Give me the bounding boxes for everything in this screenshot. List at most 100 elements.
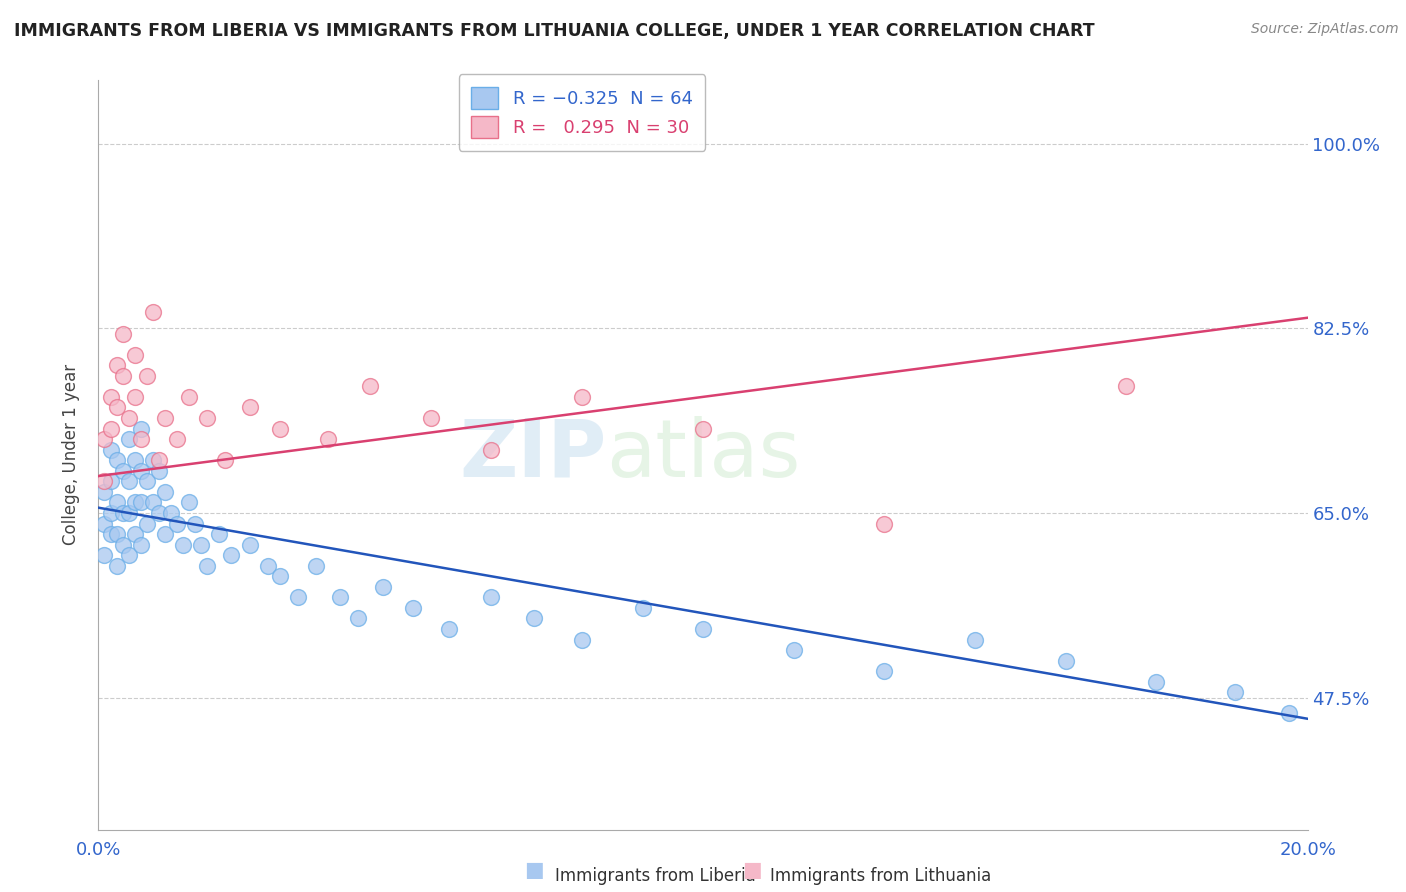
Point xyxy=(179,495,201,509)
Point xyxy=(118,432,141,446)
Point xyxy=(135,368,157,383)
Text: ■: ■ xyxy=(524,860,544,880)
Point xyxy=(481,591,503,605)
Point xyxy=(105,495,128,509)
Point xyxy=(783,643,806,657)
Point xyxy=(172,538,194,552)
Point xyxy=(195,558,218,573)
Point xyxy=(105,453,128,467)
Point xyxy=(118,411,141,425)
Point xyxy=(287,591,309,605)
Point xyxy=(148,453,170,467)
Point xyxy=(195,411,218,425)
Point xyxy=(347,611,370,625)
Legend: R = −0.325  N = 64, R =   0.295  N = 30: R = −0.325 N = 64, R = 0.295 N = 30 xyxy=(458,74,706,151)
Point xyxy=(100,506,122,520)
Point xyxy=(1278,706,1301,721)
Point xyxy=(105,358,128,372)
Point xyxy=(873,665,896,679)
Point xyxy=(692,421,714,435)
Point xyxy=(166,516,188,531)
Point xyxy=(166,432,188,446)
Point xyxy=(329,591,352,605)
Text: ZIP: ZIP xyxy=(458,416,606,494)
Point xyxy=(523,611,546,625)
Point xyxy=(184,516,207,531)
Point xyxy=(190,538,212,552)
Point xyxy=(402,601,425,615)
Point xyxy=(873,516,896,531)
Point xyxy=(214,453,236,467)
Text: Immigrants from Liberia: Immigrants from Liberia xyxy=(555,867,756,885)
Point xyxy=(118,475,141,489)
Point xyxy=(129,464,152,478)
Point xyxy=(93,516,115,531)
Point xyxy=(111,506,134,520)
Point xyxy=(111,538,134,552)
Point xyxy=(221,548,243,562)
Point xyxy=(239,401,262,415)
Point xyxy=(129,421,152,435)
Point xyxy=(1054,654,1077,668)
Point xyxy=(1223,685,1246,699)
Point xyxy=(135,516,157,531)
Point xyxy=(142,305,165,319)
Point xyxy=(571,390,593,404)
Point xyxy=(179,390,201,404)
Point xyxy=(129,432,152,446)
Y-axis label: College, Under 1 year: College, Under 1 year xyxy=(62,364,80,546)
Point xyxy=(100,421,122,435)
Point xyxy=(142,495,165,509)
Point xyxy=(93,432,115,446)
Point xyxy=(100,475,122,489)
Text: IMMIGRANTS FROM LIBERIA VS IMMIGRANTS FROM LITHUANIA COLLEGE, UNDER 1 YEAR CORRE: IMMIGRANTS FROM LIBERIA VS IMMIGRANTS FR… xyxy=(14,22,1095,40)
Point xyxy=(269,569,291,583)
Text: Immigrants from Lithuania: Immigrants from Lithuania xyxy=(770,867,991,885)
Point xyxy=(360,379,382,393)
Point xyxy=(105,527,128,541)
Point xyxy=(1144,674,1167,689)
Point xyxy=(142,453,165,467)
Point xyxy=(148,506,170,520)
Text: ■: ■ xyxy=(742,860,762,880)
Point xyxy=(118,548,141,562)
Point xyxy=(153,411,176,425)
Point xyxy=(100,442,122,457)
Point xyxy=(160,506,183,520)
Point xyxy=(481,442,503,457)
Point xyxy=(437,622,460,636)
Point xyxy=(148,464,170,478)
Point xyxy=(420,411,443,425)
Point xyxy=(316,432,339,446)
Point xyxy=(129,495,152,509)
Point xyxy=(124,390,146,404)
Point xyxy=(111,368,134,383)
Point xyxy=(239,538,262,552)
Point xyxy=(105,558,128,573)
Point xyxy=(93,475,115,489)
Text: atlas: atlas xyxy=(606,416,800,494)
Point xyxy=(93,548,115,562)
Point xyxy=(965,632,987,647)
Point xyxy=(129,538,152,552)
Point xyxy=(1115,379,1137,393)
Point xyxy=(111,326,134,341)
Point xyxy=(256,558,278,573)
Point xyxy=(118,506,141,520)
Point xyxy=(153,527,176,541)
Point xyxy=(111,464,134,478)
Point xyxy=(371,580,394,594)
Point xyxy=(100,527,122,541)
Point xyxy=(93,484,115,499)
Point xyxy=(124,527,146,541)
Point xyxy=(208,527,231,541)
Point xyxy=(124,495,146,509)
Point xyxy=(135,475,157,489)
Point xyxy=(153,484,176,499)
Point xyxy=(100,390,122,404)
Point xyxy=(305,558,328,573)
Point xyxy=(692,622,714,636)
Point xyxy=(124,348,146,362)
Text: Source: ZipAtlas.com: Source: ZipAtlas.com xyxy=(1251,22,1399,37)
Point xyxy=(571,632,593,647)
